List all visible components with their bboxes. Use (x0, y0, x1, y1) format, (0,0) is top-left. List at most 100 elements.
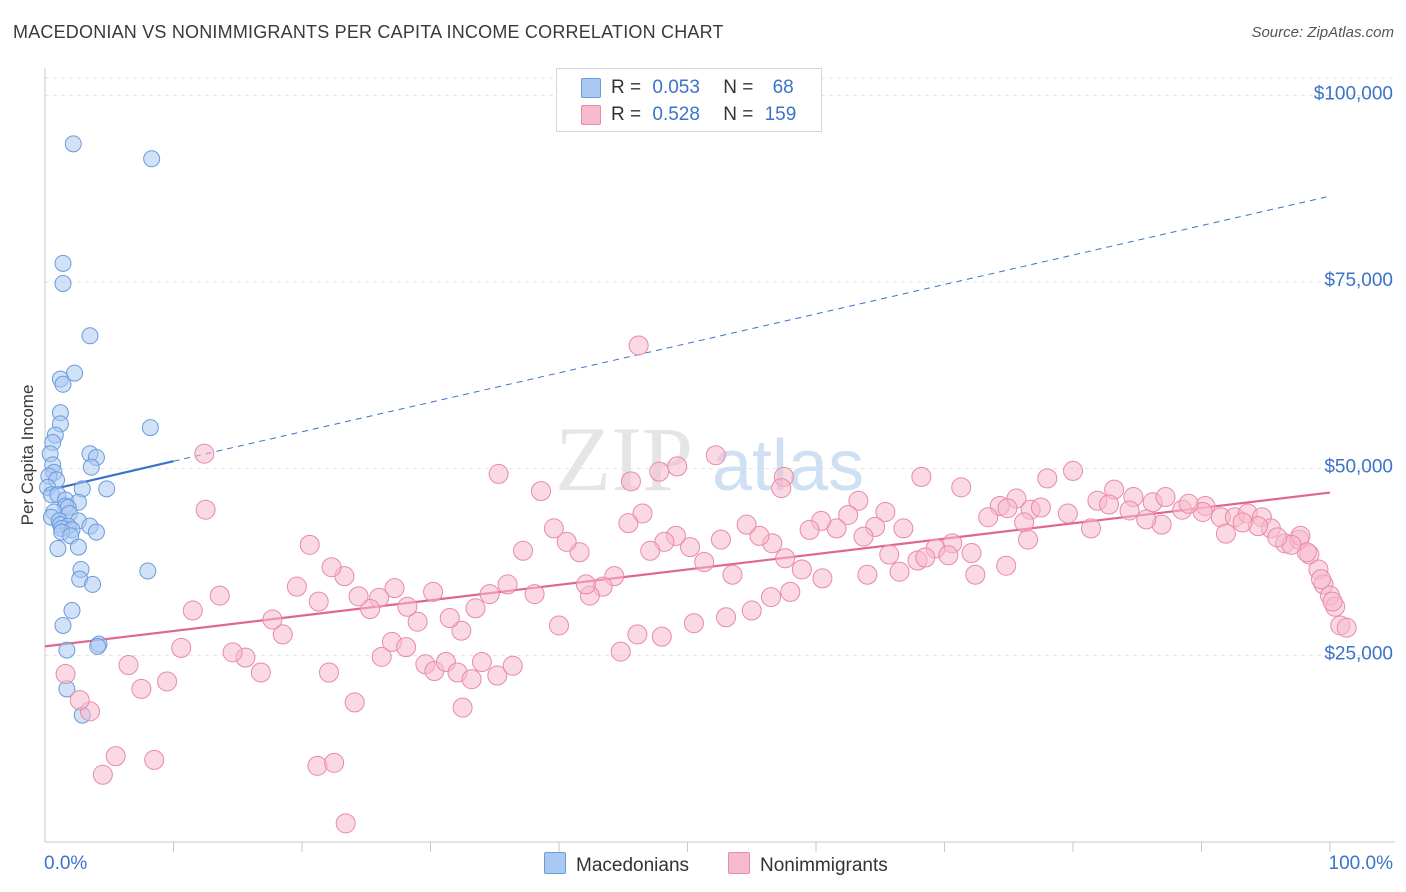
point-nonimmigrants (791, 559, 812, 580)
point-nonimmigrants (487, 665, 508, 686)
point-nonimmigrants (640, 540, 661, 561)
point-nonimmigrants (157, 671, 178, 692)
point-nonimmigrants (710, 529, 731, 550)
point-nonimmigrants (1063, 460, 1083, 481)
point-nonimmigrants (195, 499, 216, 520)
point-nonimmigrants (194, 443, 215, 464)
point-nonimmigrants (307, 755, 328, 776)
point-nonimmigrants (556, 531, 577, 552)
point-nonimmigrants (324, 752, 345, 773)
point-macedonians (143, 150, 161, 168)
point-nonimmigrants (694, 552, 715, 572)
point-nonimmigrants (299, 534, 320, 555)
point-nonimmigrants (848, 490, 869, 511)
point-nonimmigrants (479, 584, 500, 605)
data-points (39, 135, 1357, 834)
point-macedonians (139, 562, 157, 580)
point-nonimmigrants (893, 518, 914, 539)
point-nonimmigrants (627, 624, 648, 645)
point-nonimmigrants (396, 637, 417, 658)
point-nonimmigrants (1014, 512, 1035, 533)
legend-swatch-macedonians (581, 78, 601, 98)
point-nonimmigrants (144, 749, 165, 770)
axis-labels: $25,000 $50,000 $75,000 $100,000 0.0% 100.0% P… (18, 83, 1393, 874)
point-nonimmigrants (651, 626, 672, 647)
point-nonimmigrants (209, 585, 230, 606)
point-nonimmigrants (502, 655, 523, 676)
point-nonimmigrants (1018, 529, 1039, 550)
source-note: Source: ZipAtlas.com (1251, 24, 1394, 41)
point-nonimmigrants (321, 557, 342, 578)
point-nonimmigrants (531, 481, 552, 502)
point-nonimmigrants (465, 598, 486, 619)
bottom-legend-macedonians[interactable]: Macedonians (544, 852, 689, 877)
point-macedonians (66, 364, 84, 382)
y-tick-label: $100,000 (1314, 83, 1393, 104)
point-nonimmigrants (439, 608, 460, 628)
point-nonimmigrants (524, 584, 545, 605)
point-nonimmigrants (965, 564, 986, 585)
series-nonimmigrants (55, 335, 1357, 834)
point-nonimmigrants (722, 564, 743, 585)
legend-n-value-macedonians: 68 (772, 77, 794, 98)
point-macedonians (54, 616, 72, 634)
trend-extension-macedonians (173, 195, 1331, 462)
point-nonimmigrants (308, 591, 329, 612)
point-macedonians (89, 637, 107, 655)
watermark-zip: ZIP (555, 408, 693, 510)
point-nonimmigrants (105, 746, 126, 767)
point-nonimmigrants (961, 543, 982, 564)
point-nonimmigrants (632, 503, 653, 524)
y-tick-label: $50,000 (1324, 457, 1393, 478)
point-nonimmigrants (397, 596, 418, 617)
point-nonimmigrants (262, 609, 283, 630)
point-nonimmigrants (667, 456, 688, 477)
point-nonimmigrants (1098, 494, 1119, 515)
point-nonimmigrants (741, 600, 762, 621)
point-macedonians (54, 375, 72, 393)
point-nonimmigrants (371, 646, 392, 667)
point-nonimmigrants (451, 620, 472, 641)
point-nonimmigrants (996, 555, 1017, 576)
point-macedonians (98, 480, 116, 498)
point-nonimmigrants (628, 335, 649, 356)
bottom-legend-label-nonimmigrants: Nonimmigrants (760, 855, 888, 876)
point-macedonians (63, 602, 81, 620)
point-nonimmigrants (222, 642, 243, 663)
zipatlas-watermark: ZIP atlas (555, 408, 864, 510)
trend-line-nonimmigrants (44, 491, 1331, 648)
point-nonimmigrants (683, 613, 704, 634)
stats-legend: R = 0.053 N = 68 R = 0.528 N = 159 (556, 68, 822, 132)
point-macedonians (54, 254, 72, 272)
point-nonimmigrants (488, 463, 509, 484)
point-nonimmigrants (1119, 500, 1140, 521)
point-macedonians (64, 135, 82, 153)
point-nonimmigrants (575, 574, 596, 595)
point-nonimmigrants (318, 662, 339, 683)
x-tick-label-max: 100.0% (1329, 853, 1394, 874)
point-nonimmigrants (384, 578, 405, 599)
bottom-legend-label-macedonians: Macedonians (576, 855, 690, 876)
point-nonimmigrants (1136, 509, 1157, 530)
point-nonimmigrants (272, 624, 293, 645)
point-nonimmigrants (879, 544, 900, 565)
point-nonimmigrants (875, 501, 896, 522)
point-nonimmigrants (344, 692, 365, 713)
point-nonimmigrants (654, 531, 675, 552)
point-nonimmigrants (838, 504, 859, 525)
point-nonimmigrants (749, 525, 770, 546)
point-nonimmigrants (620, 471, 641, 492)
point-nonimmigrants (1267, 527, 1288, 548)
point-nonimmigrants (911, 466, 932, 487)
bottom-legend-nonimmigrants[interactable]: Nonimmigrants (728, 852, 888, 877)
point-nonimmigrants (131, 678, 152, 699)
point-macedonians (49, 540, 67, 558)
point-nonimmigrants (705, 445, 726, 466)
point-nonimmigrants (997, 498, 1018, 519)
point-nonimmigrants (335, 813, 356, 834)
point-nonimmigrants (761, 587, 782, 608)
point-nonimmigrants (497, 574, 518, 595)
point-nonimmigrants (618, 513, 639, 534)
point-nonimmigrants (1155, 487, 1176, 508)
point-nonimmigrants (799, 519, 820, 540)
